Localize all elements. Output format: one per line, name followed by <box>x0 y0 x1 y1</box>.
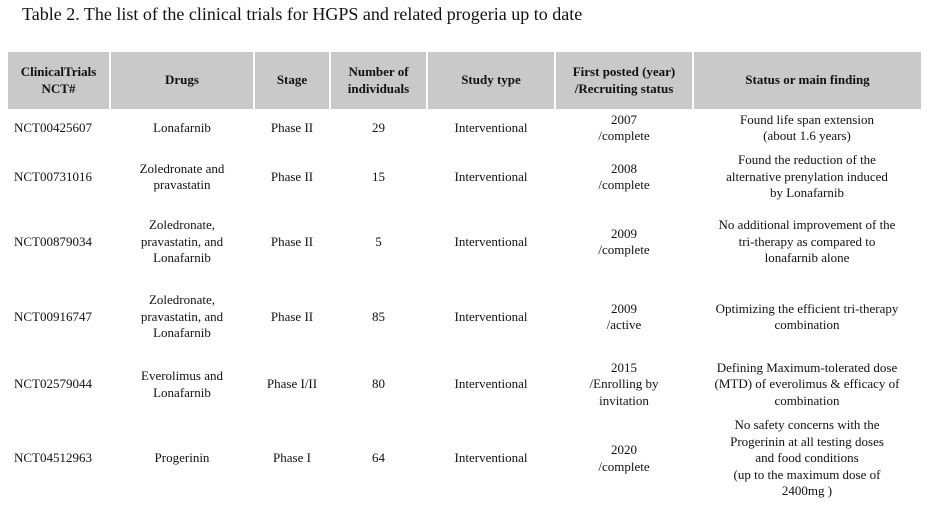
table-cell: 2009 /active <box>606 300 642 333</box>
table-row: NCT00731016 Zoledronate and pravastatin Ph… <box>8 147 921 207</box>
table-cell: Interventional <box>454 233 528 249</box>
table-cell: Interventional <box>454 168 528 184</box>
table-cell: NCT00879034 <box>14 233 92 249</box>
header-cell: First posted (year) /Recruiting status <box>554 52 693 109</box>
table-cell: Interventional <box>454 376 528 392</box>
header-cell: ClinicalTrials NCT# <box>8 52 110 109</box>
table-cell: Found the reduction of the alternative p… <box>726 152 888 201</box>
table-cell: 29 <box>372 119 385 135</box>
table-cell: 2020 /complete <box>598 442 650 474</box>
header-cell: Study type <box>426 52 555 109</box>
table-cell: Zoledronate, pravastatin, and Lonafarnib <box>140 292 224 341</box>
table-cell: Phase II <box>270 308 314 324</box>
header-cell: Status or main finding <box>692 52 921 109</box>
header-cell: Number of individuals <box>329 52 427 109</box>
table-title: Table 2. The list of the clinical trials… <box>22 4 583 24</box>
table-cell: Found life span extension (about 1.6 yea… <box>740 111 874 144</box>
table-cell: 15 <box>372 168 385 184</box>
header-row: ClinicalTrials NCT# Drugs Stage Number of i… <box>8 52 921 109</box>
table-cell: Phase I/II <box>266 376 318 392</box>
table-row: NCT00425607 Lonafarnib Phase II 29 Intervent… <box>8 109 921 147</box>
table-cell: Interventional <box>454 308 528 324</box>
table-cell: NCT02579044 <box>14 376 92 392</box>
table-cell: Progerinin <box>154 450 210 466</box>
table-cell: Phase I <box>273 450 311 466</box>
table-cell: 80 <box>372 376 385 392</box>
table-cell: 64 <box>372 450 385 466</box>
table-cell: 2015 /Enrolling by invitation <box>589 359 659 408</box>
table-cell: Lonafarnib <box>153 119 211 135</box>
table-cell: NCT00916747 <box>14 308 92 324</box>
table-row: NCT00916747 Zoledronate, pravastatin, and… <box>8 277 921 357</box>
table-row: NCT04512963 Progerinin Phase I 64 Interventi… <box>8 412 921 505</box>
header-cell: Stage <box>253 52 330 109</box>
table-cell: No additional improvement of the tri-the… <box>718 217 896 266</box>
table-cell: 2007 /complete <box>598 111 650 144</box>
table-cell: Defining Maximum-tolerated dose (MTD) of… <box>714 359 900 408</box>
table-cell: 2008 /complete <box>598 160 650 193</box>
table-cell: NCT00425607 <box>14 119 92 135</box>
header-cell: Drugs <box>109 52 254 109</box>
table-cell: Optimizing the efficient tri-therapy com… <box>715 300 899 333</box>
table-cell: Phase II <box>270 119 314 135</box>
table-row: NCT02579044 Everolimus and Lonafarnib Phas… <box>8 357 921 412</box>
trials-table: ClinicalTrials NCT# Drugs Stage Number of i… <box>8 52 921 505</box>
table-cell: Zoledronate, pravastatin, and Lonafarnib <box>140 217 224 266</box>
table-cell: Everolimus and Lonafarnib <box>141 368 223 400</box>
table-cell: 5 <box>375 233 382 249</box>
table-cell: Phase II <box>270 233 314 249</box>
table-cell: Interventional <box>454 450 528 466</box>
table-cell: Phase II <box>270 168 314 184</box>
table-cell: Interventional <box>454 119 528 135</box>
table-cell: 85 <box>372 308 385 324</box>
table-cell: NCT04512963 <box>14 450 92 466</box>
table-row: NCT00879034 Zoledronate, pravastatin, and… <box>8 207 921 277</box>
table-cell: Zoledronate and pravastatin <box>139 160 225 193</box>
table-cell: 2009 /complete <box>598 225 650 258</box>
table-cell: NCT00731016 <box>14 168 92 184</box>
table-cell: No safety concerns with the Progerinin a… <box>730 417 884 499</box>
